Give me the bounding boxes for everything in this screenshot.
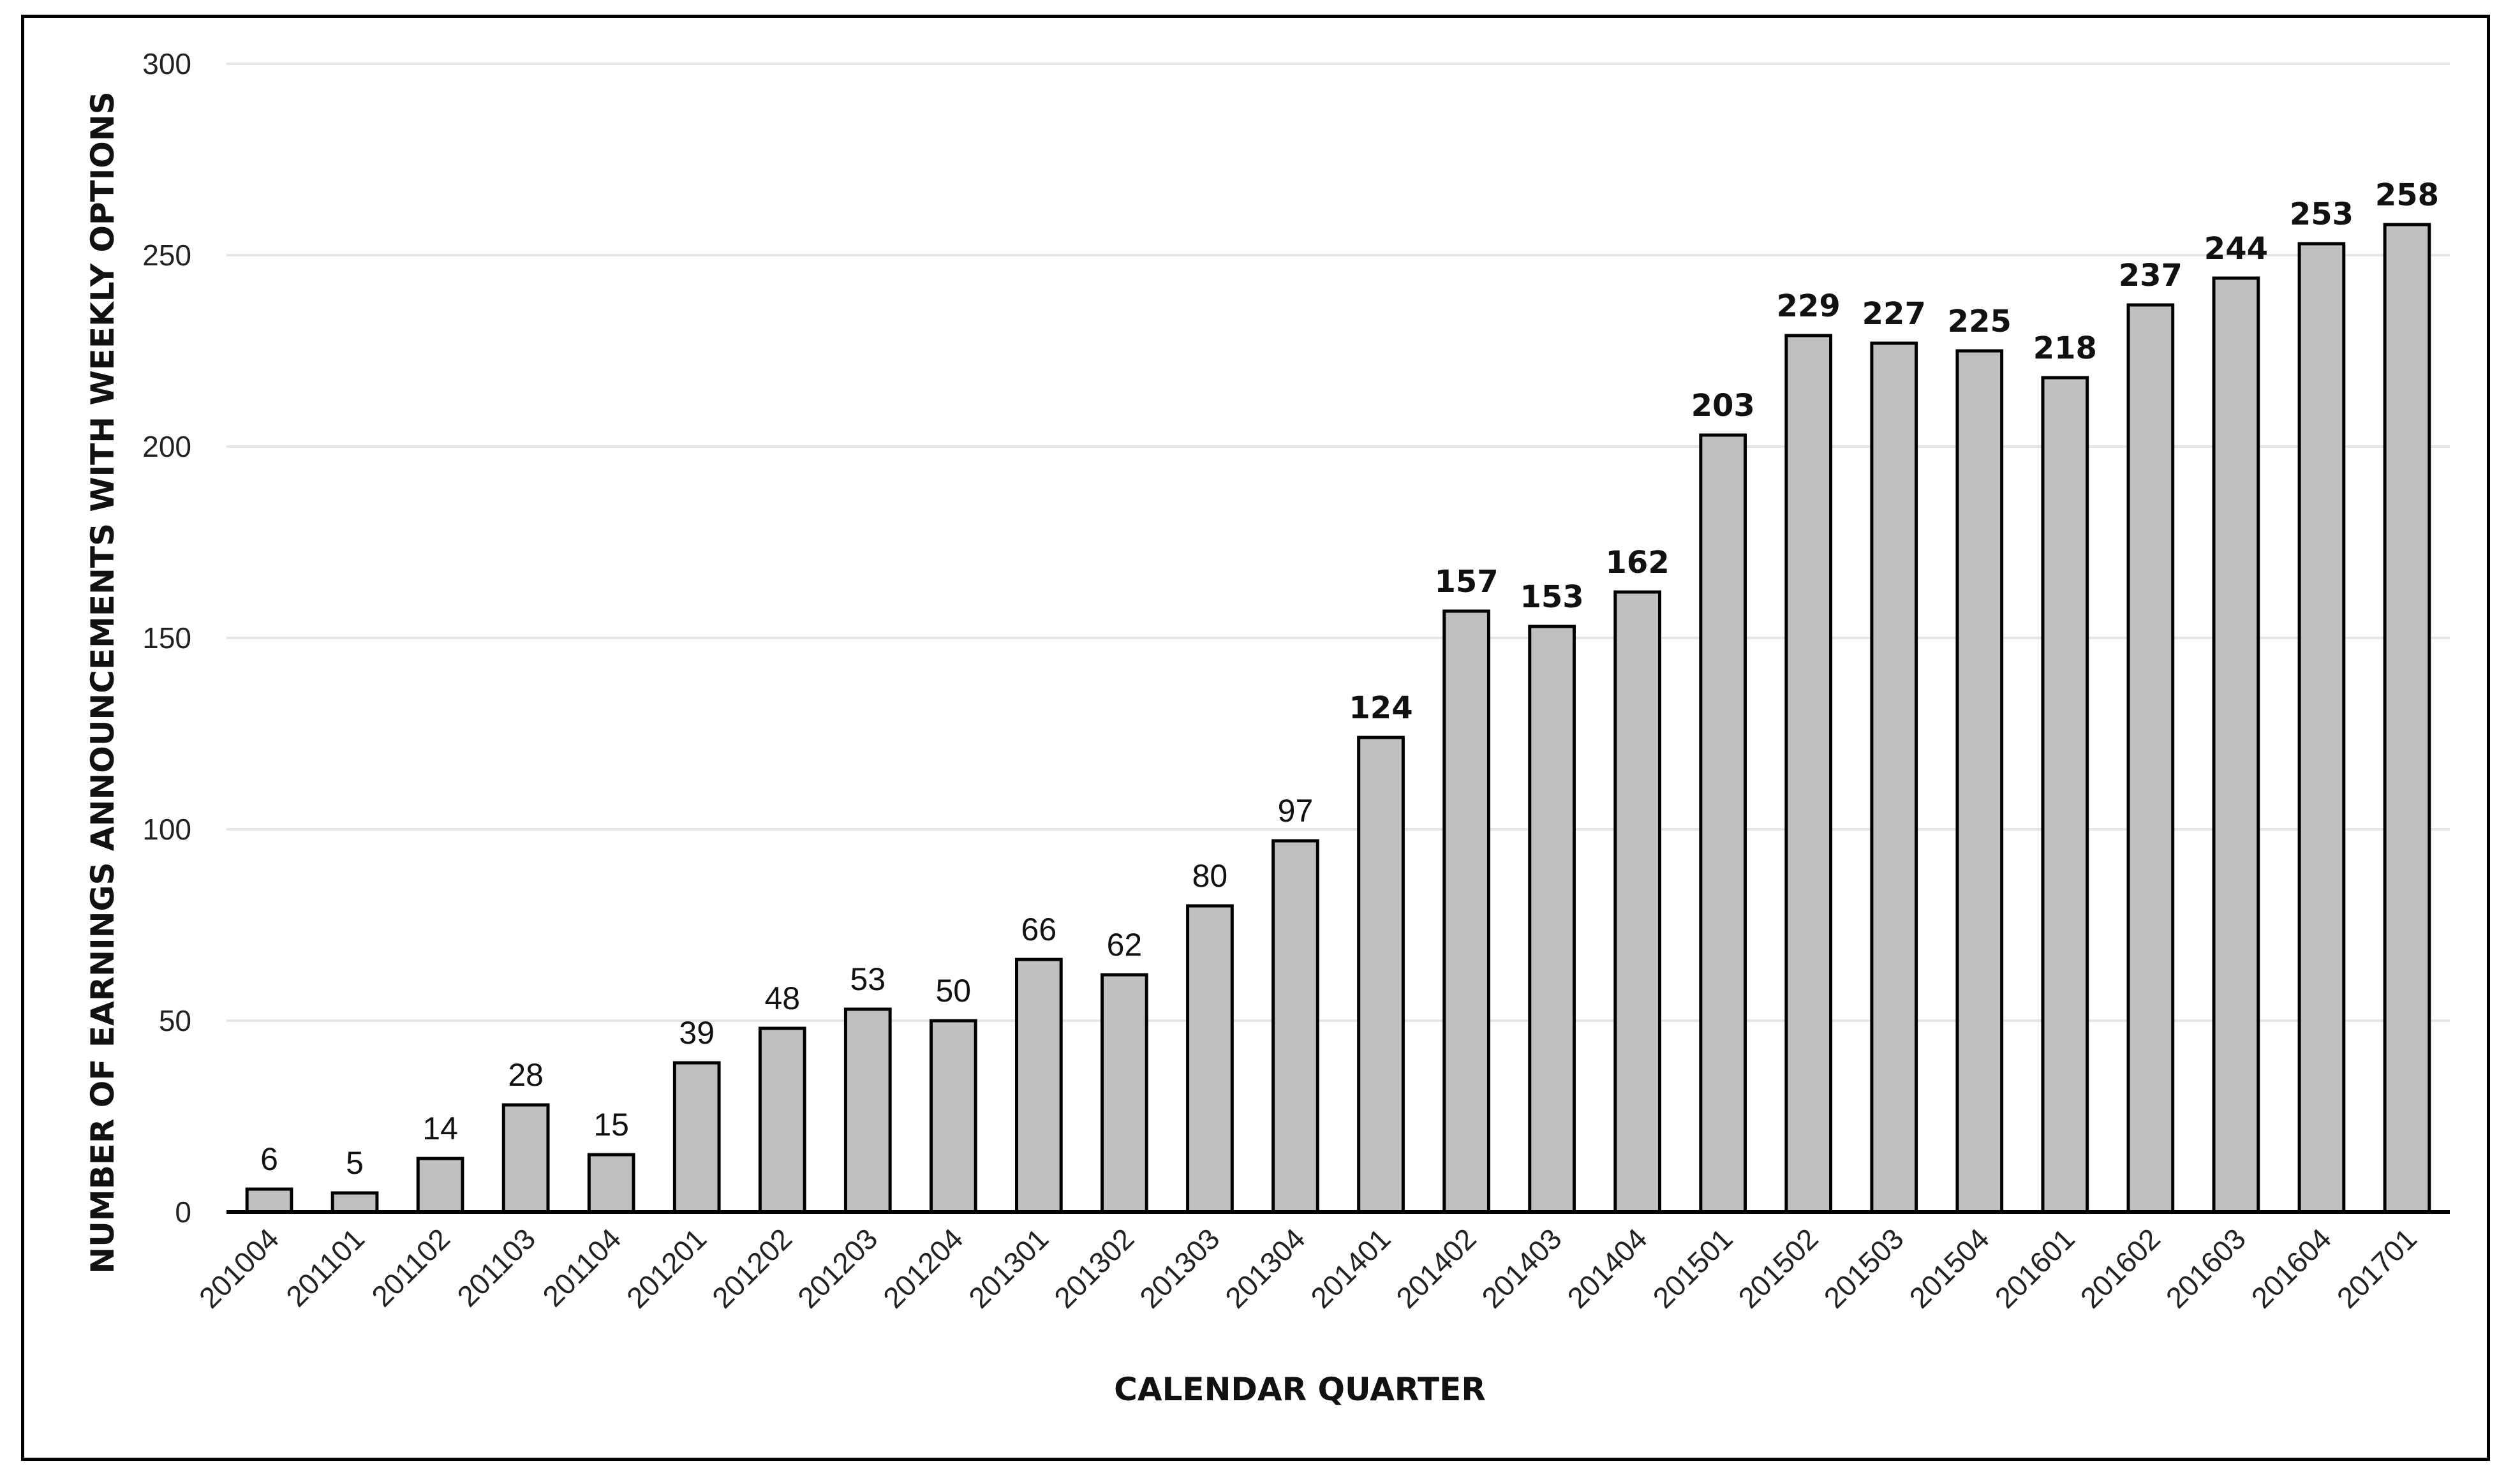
- bar: [330, 1191, 379, 1214]
- x-tick-label: 201301: [962, 1222, 1055, 1314]
- data-label: 225: [1948, 304, 2012, 339]
- gridlines: [226, 63, 2450, 1022]
- data-label: 39: [679, 1015, 715, 1051]
- data-label: 227: [1862, 296, 1926, 332]
- bar: [929, 1019, 977, 1214]
- bars: [245, 223, 2431, 1214]
- x-tick-label: 201304: [1219, 1222, 1311, 1314]
- bar: [2297, 242, 2346, 1214]
- y-axis-title: NUMBER OF EARNINGS ANNOUNCEMENTS WITH WE…: [84, 91, 121, 1273]
- x-tick-label: 201101: [279, 1222, 371, 1313]
- bar: [758, 1026, 806, 1214]
- y-axis-ticks: 0 50 100 150 200 250 300: [142, 47, 191, 1229]
- x-tick-label: 201403: [1475, 1222, 1568, 1314]
- data-label: 153: [1520, 579, 1583, 615]
- bar: [1699, 433, 1747, 1214]
- data-label: 97: [1278, 793, 1314, 829]
- x-tick-label: 201604: [2245, 1222, 2338, 1314]
- data-label: 6: [260, 1141, 278, 1177]
- x-tick-label: 201401: [1304, 1222, 1397, 1314]
- x-tick-label: 201004: [193, 1222, 285, 1314]
- data-label: 258: [2375, 177, 2439, 213]
- x-tick-label: 201201: [620, 1222, 713, 1314]
- x-tick-label: 201504: [1903, 1222, 1996, 1314]
- x-axis-ticks: 2010042011012011022011032011042012012012…: [193, 1222, 2423, 1314]
- bar: [1015, 958, 1063, 1214]
- x-tick-label: 201502: [1731, 1222, 1824, 1314]
- data-label: 48: [764, 981, 800, 1016]
- data-label: 80: [1192, 858, 1228, 894]
- y-tick-label: 300: [142, 47, 191, 80]
- data-label: 62: [1107, 927, 1143, 963]
- y-tick-label: 200: [142, 430, 191, 463]
- x-axis-title: CALENDAR QUARTER: [1114, 1371, 1486, 1408]
- y-tick-label: 100: [142, 813, 191, 846]
- bar: [2212, 276, 2260, 1214]
- data-label: 14: [422, 1111, 458, 1146]
- x-tick-label: 201404: [1560, 1222, 1653, 1314]
- bar: [1955, 349, 2004, 1214]
- bar: [1528, 625, 1576, 1214]
- data-label: 237: [2119, 258, 2183, 293]
- x-tick-label: 201303: [1133, 1222, 1226, 1314]
- bar: [2126, 303, 2175, 1214]
- bar: [2041, 376, 2089, 1214]
- data-label: 124: [1349, 690, 1412, 726]
- data-label: 5: [346, 1145, 364, 1181]
- bar: [1870, 341, 1918, 1214]
- x-tick-label: 201603: [2160, 1222, 2252, 1314]
- data-label: 66: [1021, 912, 1057, 947]
- data-label: 203: [1691, 388, 1755, 424]
- bar: [843, 1007, 892, 1214]
- data-label: 218: [2033, 330, 2097, 366]
- y-tick-label: 250: [142, 239, 191, 272]
- data-label: 244: [2204, 231, 2268, 267]
- bar: [416, 1157, 464, 1214]
- bar: [501, 1103, 550, 1214]
- bar: [1186, 904, 1234, 1214]
- data-label: 15: [593, 1107, 629, 1143]
- bar: [1784, 334, 1833, 1214]
- bar: [587, 1153, 635, 1214]
- bar: [1101, 973, 1148, 1214]
- x-tick-label: 201102: [365, 1222, 456, 1313]
- bar: [245, 1187, 293, 1214]
- y-tick-label: 50: [159, 1004, 191, 1037]
- data-label: 28: [508, 1057, 544, 1093]
- bar: [2383, 223, 2431, 1214]
- x-tick-label: 201701: [2331, 1222, 2423, 1314]
- data-label: 157: [1434, 564, 1498, 600]
- bar: [1442, 609, 1490, 1214]
- data-label: 53: [850, 961, 886, 997]
- x-tick-label: 201104: [536, 1222, 627, 1313]
- bar: [1613, 590, 1661, 1214]
- data-label: 229: [1777, 288, 1841, 324]
- x-tick-label: 201203: [791, 1222, 884, 1314]
- x-tick-label: 201501: [1646, 1222, 1738, 1314]
- data-label: 253: [2290, 196, 2353, 232]
- data-label: 50: [936, 973, 972, 1009]
- x-tick-label: 201204: [877, 1222, 969, 1314]
- x-tick-label: 201503: [1818, 1222, 1910, 1314]
- bar: [672, 1061, 721, 1214]
- x-tick-label: 201202: [706, 1222, 798, 1314]
- bar: [1357, 736, 1405, 1214]
- x-tick-label: 201602: [2074, 1222, 2167, 1314]
- x-tick-label: 201601: [1989, 1222, 2081, 1314]
- x-tick-label: 201103: [450, 1222, 542, 1313]
- data-label: 162: [1606, 545, 1670, 581]
- x-tick-label: 201302: [1048, 1222, 1140, 1314]
- bar: [1271, 839, 1319, 1214]
- data-labels: 6 5 14 28 15 39 48 53 50 66 62 80 97 124 157 153 162 203 2…: [260, 177, 2439, 1181]
- y-tick-label: 150: [142, 621, 191, 655]
- y-tick-label: 0: [175, 1195, 191, 1229]
- x-tick-label: 201402: [1390, 1222, 1482, 1314]
